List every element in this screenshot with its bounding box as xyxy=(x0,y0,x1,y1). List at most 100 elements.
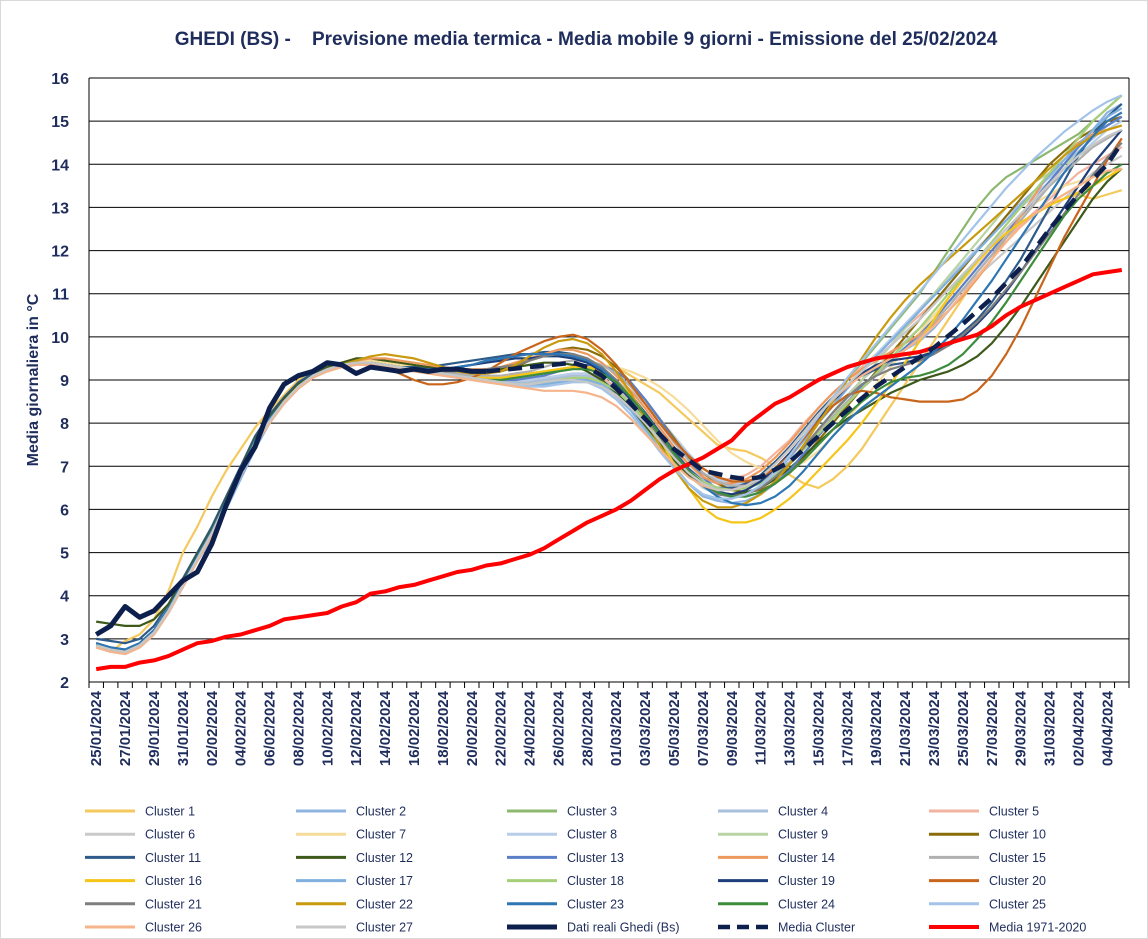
x-tick-label: 16/02/2024 xyxy=(406,690,423,766)
y-axis-label: Media giornaliera in °C xyxy=(25,293,42,466)
legend-item: Cluster 1 xyxy=(85,805,195,819)
x-tick-label: 20/02/2024 xyxy=(464,690,481,766)
series-line-media-1971-2020 xyxy=(95,268,1123,672)
y-tick-labels: 2 3 4 5 6 7 8 9 10 11 12 13 14 15 16 xyxy=(51,71,69,692)
x-tick-label: 31/01/2024 xyxy=(175,690,192,766)
legend-item: Cluster 4 xyxy=(718,805,828,819)
legend-item: Cluster 21 xyxy=(85,897,202,911)
legend-item: Media 1971-2020 xyxy=(929,921,1086,935)
legend-item: Cluster 5 xyxy=(929,805,1039,819)
x-tick-label: 03/03/2024 xyxy=(637,690,654,766)
legend-item: Cluster 16 xyxy=(85,874,202,888)
legend-label: Cluster 23 xyxy=(567,897,624,911)
x-tick-label: 17/03/2024 xyxy=(839,690,856,766)
x-tick-label: 12/02/2024 xyxy=(348,690,365,766)
legend-item: Cluster 9 xyxy=(718,828,828,842)
x-tick-label: 02/02/2024 xyxy=(204,690,221,766)
series-line-media-cluster xyxy=(485,141,1124,482)
y-tick-label: 10 xyxy=(51,330,69,347)
legend-label: Cluster 1 xyxy=(145,805,195,819)
legend-label: Cluster 18 xyxy=(567,874,624,888)
legend-item: Cluster 6 xyxy=(85,828,195,842)
x-tick-label: 02/04/2024 xyxy=(1070,690,1087,766)
x-tick-label: 15/03/2024 xyxy=(810,690,827,766)
x-tick-label: 13/03/2024 xyxy=(782,690,799,766)
x-tick-label: 09/03/2024 xyxy=(724,690,741,766)
series-line-cluster-27 xyxy=(95,128,1123,653)
y-tick-label: 16 xyxy=(51,71,69,88)
legend: Cluster 1 Cluster 2 Cluster 3 Cluster 4 Clus… xyxy=(85,805,1086,935)
legend-item: Cluster 18 xyxy=(507,874,624,888)
y-tick-label: 11 xyxy=(52,287,69,304)
x-tick-label: 04/04/2024 xyxy=(1099,690,1116,766)
x-tick-label: 27/03/2024 xyxy=(984,690,1001,766)
x-tick-label: 06/02/2024 xyxy=(262,690,279,766)
series-line-cluster-26 xyxy=(95,167,1122,656)
y-tick-label: 13 xyxy=(51,200,69,217)
legend-item: Cluster 17 xyxy=(296,874,413,888)
legend-label: Cluster 20 xyxy=(989,874,1046,888)
legend-label: Dati reali Ghedi (Bs) xyxy=(567,921,680,935)
legend-label: Cluster 21 xyxy=(145,897,202,911)
x-tick-label: 14/02/2024 xyxy=(377,690,394,766)
chart-title: GHEDI (BS) - Previsione media termica - … xyxy=(175,29,998,50)
y-tick-label: 8 xyxy=(60,416,69,433)
legend-item: Dati reali Ghedi (Bs) xyxy=(507,921,680,935)
legend-label: Cluster 5 xyxy=(989,805,1039,819)
x-tick-label: 19/03/2024 xyxy=(868,690,885,766)
series-layer xyxy=(94,94,1124,672)
x-tick-label: 29/01/2024 xyxy=(146,690,163,766)
legend-label: Cluster 2 xyxy=(356,805,406,819)
series-line-cluster-6 xyxy=(95,154,1123,656)
legend-label: Cluster 8 xyxy=(567,828,617,842)
legend-label: Cluster 26 xyxy=(145,921,202,935)
legend-item: Cluster 27 xyxy=(296,921,413,935)
legend-item: Cluster 7 xyxy=(296,828,406,842)
legend-item: Cluster 19 xyxy=(718,874,835,888)
x-tick-label: 24/02/2024 xyxy=(522,690,539,766)
legend-label: Cluster 22 xyxy=(356,897,413,911)
legend-label: Media 1971-2020 xyxy=(989,921,1086,935)
legend-label: Cluster 13 xyxy=(567,851,624,865)
legend-item: Cluster 20 xyxy=(929,874,1046,888)
x-tick-label: 21/03/2024 xyxy=(897,690,914,766)
legend-label: Cluster 17 xyxy=(356,874,413,888)
legend-item: Cluster 23 xyxy=(507,897,624,911)
x-tick-label: 29/03/2024 xyxy=(1013,690,1030,766)
legend-item: Media Cluster xyxy=(718,921,855,935)
series-line-dati-reali xyxy=(94,360,487,637)
legend-label: Cluster 25 xyxy=(989,897,1046,911)
legend-label: Cluster 19 xyxy=(778,874,835,888)
y-tick-label: 14 xyxy=(51,157,69,174)
legend-item: Cluster 3 xyxy=(507,805,617,819)
legend-label: Cluster 14 xyxy=(778,851,835,865)
legend-item: Cluster 24 xyxy=(718,897,835,911)
x-tick-label: 31/03/2024 xyxy=(1042,690,1059,766)
legend-item: Cluster 25 xyxy=(929,897,1046,911)
legend-label: Cluster 16 xyxy=(145,874,202,888)
legend-item: Cluster 15 xyxy=(929,851,1046,865)
legend-label: Cluster 4 xyxy=(778,805,828,819)
x-tick-label: 25/01/2024 xyxy=(88,690,105,766)
x-tick-label: 22/02/2024 xyxy=(493,690,510,766)
legend-item: Cluster 8 xyxy=(507,828,617,842)
legend-item: Cluster 2 xyxy=(296,805,406,819)
x-tick-label: 25/03/2024 xyxy=(955,690,972,766)
y-tick-label: 12 xyxy=(51,244,69,261)
x-tick-label: 28/02/2024 xyxy=(579,690,596,766)
legend-label: Cluster 10 xyxy=(989,828,1046,842)
legend-label: Cluster 27 xyxy=(356,921,413,935)
y-tick-label: 15 xyxy=(51,114,69,131)
legend-label: Cluster 6 xyxy=(145,828,195,842)
y-tick-label: 6 xyxy=(60,502,69,519)
legend-label: Media Cluster xyxy=(778,921,855,935)
y-tick-label: 7 xyxy=(60,459,69,476)
x-tick-labels: 25/01/2024 27/01/2024 29/01/2024 31/01/2024… xyxy=(88,690,1116,766)
legend-item: Cluster 12 xyxy=(296,851,413,865)
legend-item: Cluster 22 xyxy=(296,897,413,911)
x-tick-label: 18/02/2024 xyxy=(435,690,452,766)
x-tick-label: 08/02/2024 xyxy=(290,690,307,766)
legend-label: Cluster 12 xyxy=(356,851,413,865)
